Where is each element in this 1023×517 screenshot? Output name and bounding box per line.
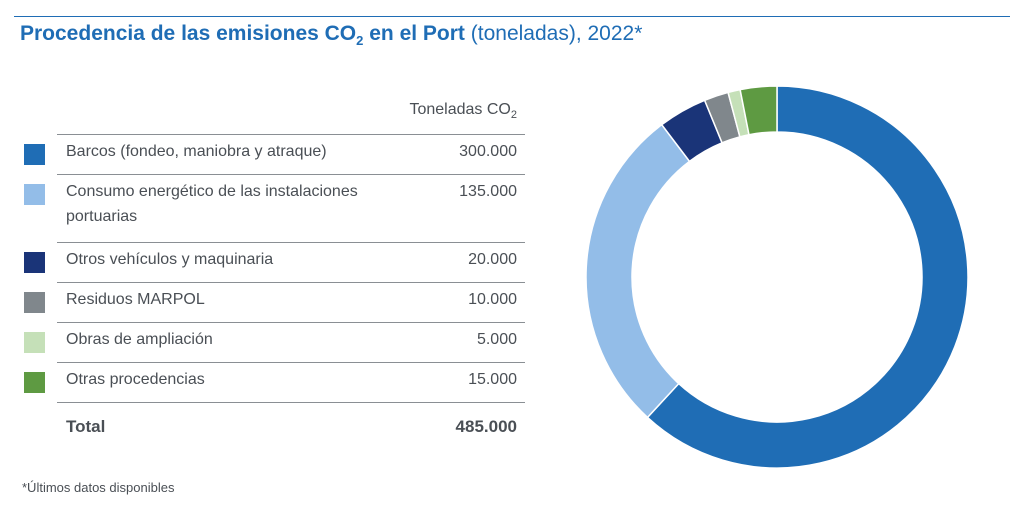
table-row: Residuos MARPOL 10.000	[0, 282, 525, 322]
total-label: Total	[66, 417, 106, 436]
table-row: Obras de ampliación 5.000	[0, 322, 525, 362]
row-value: 15.000	[468, 371, 517, 388]
donut-slice	[646, 85, 969, 469]
legend-swatch	[24, 292, 45, 313]
row-value: 10.000	[468, 291, 517, 308]
row-label: Consumo energético de las instalaciones …	[66, 183, 358, 225]
donut-slice	[739, 85, 778, 136]
column-header: Toneladas CO2	[409, 101, 517, 122]
row-label: Residuos MARPOL	[66, 291, 205, 308]
legend-swatch	[24, 144, 45, 165]
table-row: Consumo energético de las instalaciones …	[0, 174, 525, 242]
row-label: Otros vehículos y maquinaria	[66, 251, 274, 268]
table-row: Otros vehículos y maquinaria 20.000	[0, 242, 525, 282]
divider	[57, 402, 525, 403]
row-value: 135.000	[459, 183, 517, 200]
legend-swatch	[24, 372, 45, 393]
row-label: Barcos (fondeo, maniobra y atraque)	[66, 143, 327, 160]
footnote: *Últimos datos disponibles	[22, 480, 175, 495]
chart-title: Procedencia de las emisiones CO2 en el P…	[20, 22, 643, 49]
legend-swatch	[24, 332, 45, 353]
row-value: 300.000	[459, 143, 517, 160]
divider	[57, 282, 525, 283]
top-rule	[14, 16, 1010, 17]
donut-slice	[585, 123, 691, 419]
divider	[57, 362, 525, 363]
row-value: 20.000	[468, 251, 517, 268]
total-row: Total 485.000	[0, 402, 525, 442]
legend-swatch	[24, 252, 45, 273]
divider	[57, 174, 525, 175]
divider	[57, 322, 525, 323]
legend-swatch	[24, 184, 45, 205]
total-value: 485.000	[455, 417, 517, 436]
table-row: Barcos (fondeo, maniobra y atraque) 300.…	[0, 134, 525, 174]
divider	[57, 242, 525, 243]
row-value: 5.000	[476, 331, 517, 348]
divider	[57, 134, 525, 135]
row-label: Obras de ampliación	[66, 331, 213, 348]
table-row: Otras procedencias 15.000	[0, 362, 525, 402]
row-label: Otras procedencias	[66, 371, 205, 388]
